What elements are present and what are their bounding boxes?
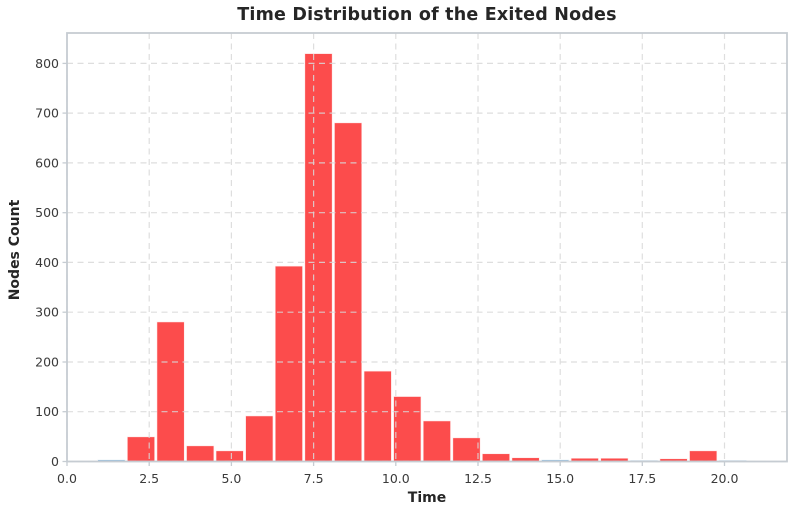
y-tick-label: 200 xyxy=(35,355,59,370)
exited-nodes-red-histogram-bar xyxy=(244,415,274,463)
tick-labels-group: 0.0 2.5 5.0 7.5 10.0 12.5 15.0 17.5 20.0 0 100 200 3… xyxy=(35,56,738,486)
exited-nodes-red-histogram-bar xyxy=(126,436,156,463)
x-tick-label: 17.5 xyxy=(628,471,656,486)
y-tick-label: 700 xyxy=(35,106,59,121)
x-tick-label: 20.0 xyxy=(711,471,739,486)
x-tick-label: 10.0 xyxy=(382,471,410,486)
exited-nodes-red-histogram-bar xyxy=(363,370,393,463)
exited-nodes-red-histogram-bar xyxy=(156,321,186,463)
exited-nodes-red-histogram-bar xyxy=(422,420,452,463)
y-tick-label: 800 xyxy=(35,56,59,71)
y-tick-label: 100 xyxy=(35,404,59,419)
y-tick-label: 600 xyxy=(35,155,59,170)
exited-nodes-red-histogram-bar xyxy=(274,265,304,463)
y-tick-label: 400 xyxy=(35,255,59,270)
y-tick-label: 500 xyxy=(35,205,59,220)
exited-nodes-red-histogram-bar xyxy=(185,445,215,463)
x-tick-label: 15.0 xyxy=(546,471,574,486)
y-tick-label: 300 xyxy=(35,305,59,320)
exited-nodes-red-histogram-bar xyxy=(688,450,718,463)
x-tick-label: 5.0 xyxy=(221,471,241,486)
x-axis-label: Time xyxy=(407,490,447,506)
exited-nodes-red-histogram-bar xyxy=(452,437,481,463)
exited-nodes-red-histogram-bar xyxy=(392,395,422,463)
bars-group xyxy=(96,52,748,463)
exited-nodes-red-histogram-bar xyxy=(215,450,245,463)
x-tick-label: 2.5 xyxy=(139,471,159,486)
plot-frame xyxy=(66,32,788,463)
y-tick-label: 0 xyxy=(51,454,59,469)
exited-nodes-red-histogram-bar xyxy=(304,52,333,463)
x-tick-label: 0.0 xyxy=(57,471,77,486)
tick-marks-group xyxy=(62,62,726,466)
x-tick-label: 7.5 xyxy=(304,471,324,486)
exited-nodes-red-histogram-bar xyxy=(333,122,363,463)
chart-title: Time Distribution of the Exited Nodes xyxy=(237,5,617,25)
x-tick-label: 12.5 xyxy=(464,471,492,486)
exited-nodes-red-histogram-bar xyxy=(481,452,511,463)
axes-frame xyxy=(66,32,788,463)
